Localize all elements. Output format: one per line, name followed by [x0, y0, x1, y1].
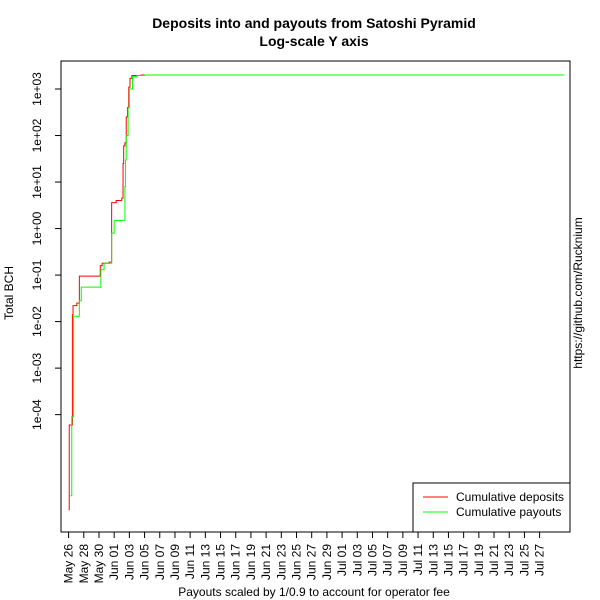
deposits-series-line [68, 74, 563, 511]
x-tick-label: Jun 09 [168, 544, 182, 580]
x-axis-label: Payouts scaled by 1/0.9 to account for o… [178, 585, 450, 599]
x-tick-label: Jul 21 [487, 544, 501, 576]
x-tick-label: Jul 19 [472, 544, 486, 576]
x-tick-label: Jul 15 [441, 544, 455, 576]
x-tick-label: May 28 [77, 544, 91, 584]
x-tick-label: Jun 07 [153, 544, 167, 580]
x-tick-label: Jun 23 [274, 544, 288, 580]
legend-box [412, 482, 571, 533]
x-tick-label: Jun 01 [107, 544, 121, 580]
legend-label-payouts: Cumulative payouts [456, 505, 561, 519]
x-tick-label: Jul 13 [426, 544, 440, 576]
y-tick-label: 1e-03 [30, 352, 44, 383]
x-tick-label: Jul 23 [502, 544, 516, 576]
y-axis: 1e-04 1e-03 1e-02 1e-01 1e+00 1e+01 1e+02 1e+03 [30, 72, 61, 430]
series-layer [68, 74, 565, 511]
x-tick-label: Jun 11 [183, 544, 197, 579]
x-tick-label: Jun 27 [305, 544, 319, 580]
legend: Cumulative deposits Cumulative payouts [412, 482, 571, 533]
y-tick-label: 1e-01 [30, 259, 44, 290]
x-tick-label: Jul 03 [350, 544, 364, 576]
chart-subtitle: Log-scale Y axis [259, 33, 368, 49]
y-tick-label: 1e+03 [30, 72, 44, 106]
x-tick-label: Jun 29 [320, 544, 334, 580]
x-tick-label: Jun 25 [290, 544, 304, 580]
payouts-series-line [70, 74, 565, 497]
x-tick-label: Jul 01 [335, 544, 349, 576]
x-tick-label: Jun 03 [122, 544, 136, 580]
y-tick-label: 1e+01 [30, 165, 44, 199]
y-tick-label: 1e-04 [30, 399, 44, 430]
x-axis: May 26 May 28 May 30 Jun 01 Jun 03 Jun 05 Jun … [62, 532, 547, 583]
x-tick-label: Jul 27 [533, 544, 547, 576]
x-tick-label: Jun 05 [138, 544, 152, 580]
x-tick-label: Jul 07 [381, 544, 395, 576]
legend-label-deposits: Cumulative deposits [456, 490, 564, 504]
x-tick-label: Jul 05 [365, 544, 379, 576]
y-tick-label: 1e-02 [30, 306, 44, 337]
x-tick-label: Jul 25 [517, 544, 531, 576]
x-tick-label: Jun 15 [214, 544, 228, 580]
y-tick-label: 1e+00 [30, 211, 44, 245]
side-credit-label: https://github.com/Rucknium [571, 217, 585, 368]
x-tick-label: Jul 11 [411, 544, 425, 575]
y-tick-label: 1e+02 [30, 118, 44, 152]
x-tick-label: Jun 19 [244, 544, 258, 580]
x-tick-label: Jun 17 [229, 544, 243, 580]
chart-title: Deposits into and payouts from Satoshi P… [152, 15, 476, 31]
x-tick-label: Jun 13 [198, 544, 212, 580]
x-tick-label: Jul 09 [396, 544, 410, 576]
y-axis-label: Total BCH [2, 266, 16, 320]
x-tick-label: Jul 17 [457, 544, 471, 576]
plot-frame [60, 60, 571, 533]
x-tick-label: May 26 [62, 544, 76, 584]
x-tick-label: May 30 [92, 544, 106, 584]
x-tick-label: Jun 21 [259, 544, 273, 580]
